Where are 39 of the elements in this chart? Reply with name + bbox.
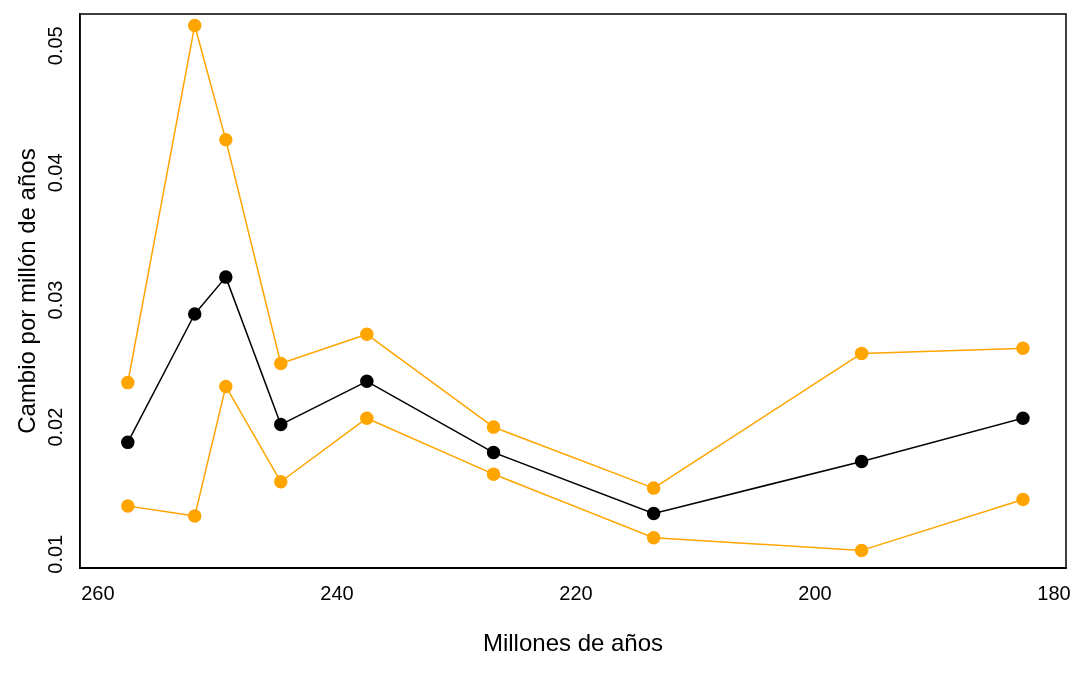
x-tick-label: 200 [798,581,832,604]
point [360,411,374,425]
point [121,375,135,390]
point [187,307,202,321]
x-tick-label: 260 [81,581,115,604]
point [1016,411,1030,425]
y-tick-label: 0.05 [43,26,66,66]
point [1016,492,1030,507]
x-tick-label: 180 [1037,581,1071,604]
y-tick-label: 0.03 [43,280,66,320]
point [854,346,869,361]
y-tick-label: 0.01 [43,534,66,574]
y-tick-label: 0.02 [43,407,66,447]
point [274,475,288,489]
point [274,356,288,371]
point [274,417,288,432]
point [187,509,202,523]
point [219,270,233,284]
point [219,379,233,394]
x-axis-title: Millones de años [482,629,664,657]
y-tick-label: 0.04 [43,153,66,193]
point [486,467,501,481]
x-tick-label: 240 [320,581,354,604]
x-tick-label: 220 [559,581,593,604]
point [854,454,869,469]
point [646,530,661,545]
point [121,499,135,513]
point [486,420,501,434]
point [121,435,135,450]
point [187,18,202,33]
point [1016,341,1030,356]
point [360,327,374,342]
point [646,481,661,495]
point [219,133,233,147]
point [646,506,661,521]
point [854,543,869,558]
point [486,445,501,460]
point [360,374,374,389]
y-axis-title: Cambio por millón de años [13,148,41,434]
